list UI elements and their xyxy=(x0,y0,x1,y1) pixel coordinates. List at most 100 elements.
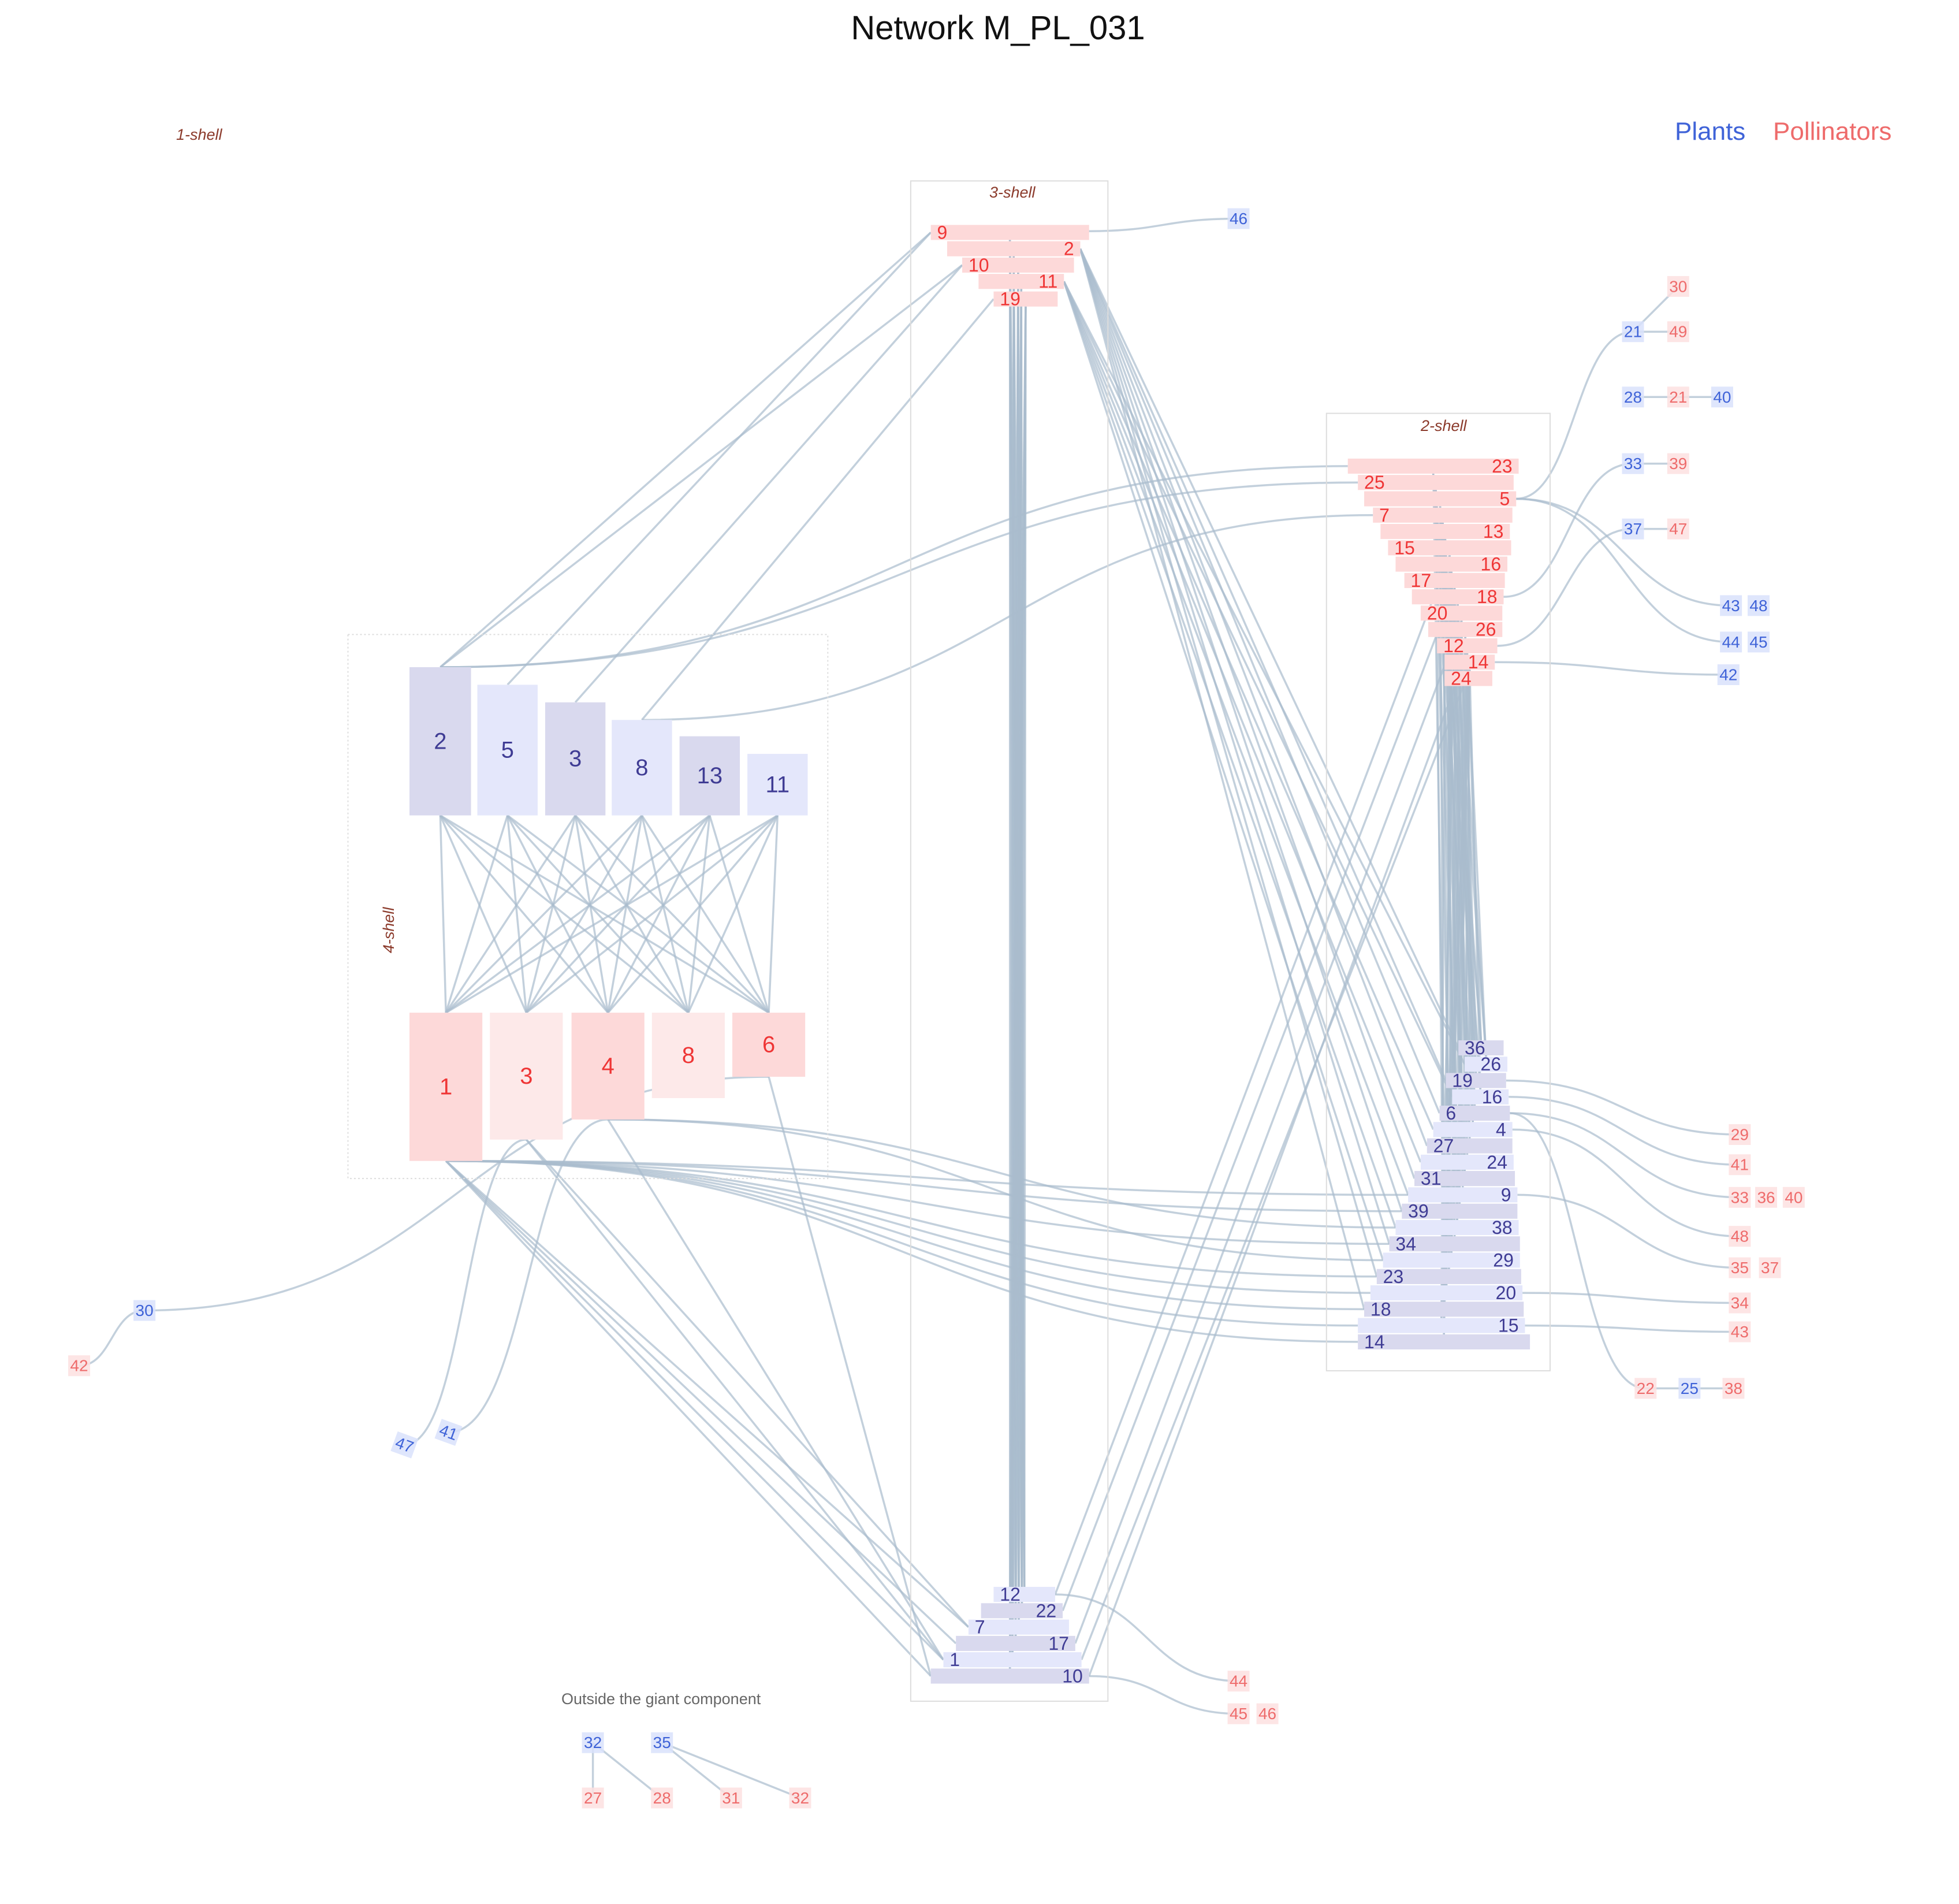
node-a-20[interactable]: 20 xyxy=(1420,603,1503,623)
node-p-15[interactable]: 15 xyxy=(1358,1315,1525,1336)
peripheral-pollinator-27[interactable]: 27 xyxy=(582,1787,604,1809)
node-p-36[interactable]: 36 xyxy=(1458,1037,1504,1058)
node-p-6[interactable]: 6 xyxy=(1439,1103,1510,1124)
node-p-39[interactable]: 39 xyxy=(1402,1201,1518,1222)
node-p-11[interactable]: 11 xyxy=(747,754,808,816)
peripheral-plant-46[interactable]: 46 xyxy=(1227,208,1250,229)
node-p-8[interactable]: 8 xyxy=(612,720,672,816)
peripheral-pollinator-47[interactable]: 47 xyxy=(1667,518,1689,540)
node-p-1[interactable]: 1 xyxy=(943,1649,1082,1670)
peripheral-pollinator-34[interactable]: 34 xyxy=(1729,1292,1751,1314)
peripheral-plant-35[interactable]: 35 xyxy=(651,1732,673,1753)
peripheral-plant-21[interactable]: 21 xyxy=(1622,321,1644,343)
peripheral-pollinator-41[interactable]: 41 xyxy=(1729,1154,1751,1176)
peripheral-plant-47[interactable]: 47 xyxy=(390,1431,419,1459)
peripheral-plant-30[interactable]: 30 xyxy=(133,1300,156,1321)
peripheral-plant-40[interactable]: 40 xyxy=(1711,386,1733,408)
node-a-3[interactable]: 3 xyxy=(490,1013,563,1140)
node-a-18[interactable]: 18 xyxy=(1411,586,1504,607)
node-p-5[interactable]: 5 xyxy=(477,685,538,816)
node-box xyxy=(1427,1138,1513,1154)
peripheral-pollinator-48[interactable]: 48 xyxy=(1729,1226,1751,1247)
node-p-24[interactable]: 24 xyxy=(1420,1152,1514,1173)
node-a-1[interactable]: 1 xyxy=(409,1013,483,1161)
node-p-18[interactable]: 18 xyxy=(1364,1299,1524,1319)
node-p-31[interactable]: 31 xyxy=(1414,1168,1515,1189)
peripheral-pollinator-40[interactable]: 40 xyxy=(1782,1187,1805,1208)
node-a-15[interactable]: 15 xyxy=(1388,537,1511,558)
node-a-9[interactable]: 9 xyxy=(930,222,1089,243)
peripheral-pollinator-42[interactable]: 42 xyxy=(68,1355,91,1377)
peripheral-plant-45[interactable]: 45 xyxy=(1748,631,1770,653)
node-p-29[interactable]: 29 xyxy=(1383,1250,1520,1271)
node-p-27[interactable]: 27 xyxy=(1427,1136,1513,1156)
peripheral-plant-44[interactable]: 44 xyxy=(1720,631,1742,653)
node-a-7[interactable]: 7 xyxy=(1373,505,1513,526)
node-a-13[interactable]: 13 xyxy=(1380,521,1510,542)
node-p-26[interactable]: 26 xyxy=(1465,1054,1507,1074)
peripheral-plant-33[interactable]: 33 xyxy=(1622,453,1644,474)
node-p-34[interactable]: 34 xyxy=(1389,1233,1520,1254)
peripheral-plant-32[interactable]: 32 xyxy=(582,1732,604,1753)
peripheral-plant-43[interactable]: 43 xyxy=(1720,595,1742,616)
node-a-2[interactable]: 2 xyxy=(947,239,1081,259)
peripheral-pollinator-49[interactable]: 49 xyxy=(1667,321,1689,343)
node-p-7[interactable]: 7 xyxy=(968,1617,1069,1638)
node-a-11[interactable]: 11 xyxy=(978,271,1064,292)
peripheral-pollinator-36[interactable]: 36 xyxy=(1755,1187,1778,1208)
peripheral-plant-48[interactable]: 48 xyxy=(1748,595,1770,616)
node-a-17[interactable]: 17 xyxy=(1404,570,1505,591)
peripheral-pollinator-28[interactable]: 28 xyxy=(651,1787,673,1809)
peripheral-plant-42[interactable]: 42 xyxy=(1717,664,1740,685)
node-p-22[interactable]: 22 xyxy=(981,1600,1063,1621)
peripheral-pollinator-29[interactable]: 29 xyxy=(1729,1124,1751,1146)
node-a-10[interactable]: 10 xyxy=(962,255,1074,276)
peripheral-pollinator-22[interactable]: 22 xyxy=(1634,1378,1657,1399)
node-box xyxy=(1678,1378,1701,1399)
peripheral-pollinator-38[interactable]: 38 xyxy=(1722,1378,1745,1399)
node-p-12[interactable]: 12 xyxy=(993,1584,1055,1605)
node-a-5[interactable]: 5 xyxy=(1364,488,1517,509)
peripheral-pollinator-35[interactable]: 35 xyxy=(1729,1257,1751,1278)
node-a-26[interactable]: 26 xyxy=(1428,619,1503,640)
node-p-2[interactable]: 2 xyxy=(409,667,471,816)
node-a-8[interactable]: 8 xyxy=(651,1013,725,1098)
link xyxy=(1522,1292,1740,1304)
node-p-16[interactable]: 16 xyxy=(1452,1087,1509,1107)
node-p-17[interactable]: 17 xyxy=(956,1633,1075,1654)
node-a-6[interactable]: 6 xyxy=(732,1013,806,1077)
peripheral-pollinator-44[interactable]: 44 xyxy=(1227,1671,1250,1692)
peripheral-plant-37[interactable]: 37 xyxy=(1622,518,1644,540)
node-p-10[interactable]: 10 xyxy=(930,1665,1089,1686)
node-a-24[interactable]: 24 xyxy=(1444,668,1492,689)
peripheral-plant-25[interactable]: 25 xyxy=(1678,1378,1701,1399)
node-a-23[interactable]: 23 xyxy=(1347,456,1519,477)
node-p-23[interactable]: 23 xyxy=(1376,1266,1521,1287)
node-a-16[interactable]: 16 xyxy=(1395,554,1507,575)
peripheral-pollinator-30[interactable]: 30 xyxy=(1667,276,1689,297)
node-p-9[interactable]: 9 xyxy=(1408,1184,1518,1205)
peripheral-pollinator-33[interactable]: 33 xyxy=(1729,1187,1751,1208)
node-p-4[interactable]: 4 xyxy=(1433,1119,1513,1140)
node-a-4[interactable]: 4 xyxy=(571,1013,645,1120)
node-a-25[interactable]: 25 xyxy=(1358,472,1514,493)
peripheral-pollinator-46[interactable]: 46 xyxy=(1256,1703,1279,1724)
node-a-12[interactable]: 12 xyxy=(1437,635,1498,656)
node-p-19[interactable]: 19 xyxy=(1446,1070,1506,1091)
node-p-38[interactable]: 38 xyxy=(1395,1217,1519,1238)
node-p-14[interactable]: 14 xyxy=(1358,1332,1530,1352)
node-p-20[interactable]: 20 xyxy=(1370,1282,1523,1303)
node-p-3[interactable]: 3 xyxy=(545,702,606,816)
node-a-19[interactable]: 19 xyxy=(993,289,1058,310)
peripheral-pollinator-45[interactable]: 45 xyxy=(1227,1703,1250,1724)
peripheral-pollinator-32[interactable]: 32 xyxy=(789,1787,811,1809)
peripheral-pollinator-39[interactable]: 39 xyxy=(1667,453,1689,474)
node-p-13[interactable]: 13 xyxy=(679,736,740,816)
peripheral-pollinator-37[interactable]: 37 xyxy=(1759,1257,1781,1278)
peripheral-pollinator-21[interactable]: 21 xyxy=(1667,386,1689,408)
peripheral-pollinator-43[interactable]: 43 xyxy=(1729,1321,1751,1343)
node-a-14[interactable]: 14 xyxy=(1444,652,1495,672)
peripheral-pollinator-31[interactable]: 31 xyxy=(720,1787,742,1809)
peripheral-plant-28[interactable]: 28 xyxy=(1622,386,1644,408)
peripheral-plant-41[interactable]: 41 xyxy=(434,1419,463,1446)
